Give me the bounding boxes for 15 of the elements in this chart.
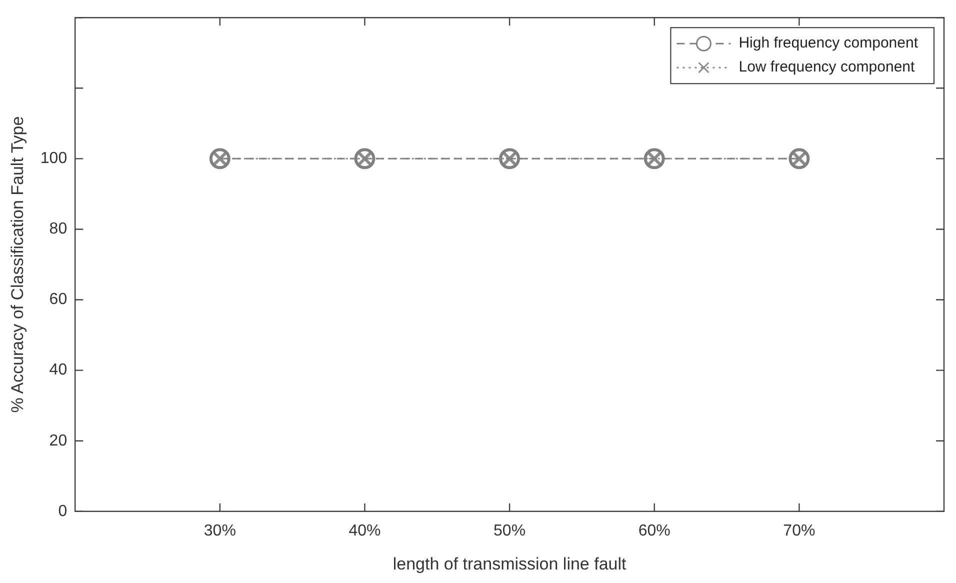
x-tick-label: 60% — [638, 522, 670, 540]
x-tick-label: 40% — [348, 522, 381, 540]
x-tick-label: 70% — [783, 522, 816, 540]
legend-label: Low frequency component — [738, 58, 916, 76]
x-tick-label: 50% — [494, 522, 526, 540]
legend-label: High frequency component — [738, 34, 919, 52]
y-tick-label: 40 — [49, 362, 68, 379]
y-tick-label: 100 — [40, 150, 68, 168]
y-axis-title: % Accuracy of Classification Fault Type — [8, 116, 27, 413]
y-tick-label: 60 — [49, 291, 68, 308]
y-tick-label: 80 — [49, 220, 68, 238]
x-axis-title: length of transmission line fault — [392, 554, 627, 574]
y-tick-label: 0 — [58, 502, 68, 520]
y-tick-label: 20 — [49, 432, 68, 450]
x-tick-label: 30% — [204, 522, 236, 540]
